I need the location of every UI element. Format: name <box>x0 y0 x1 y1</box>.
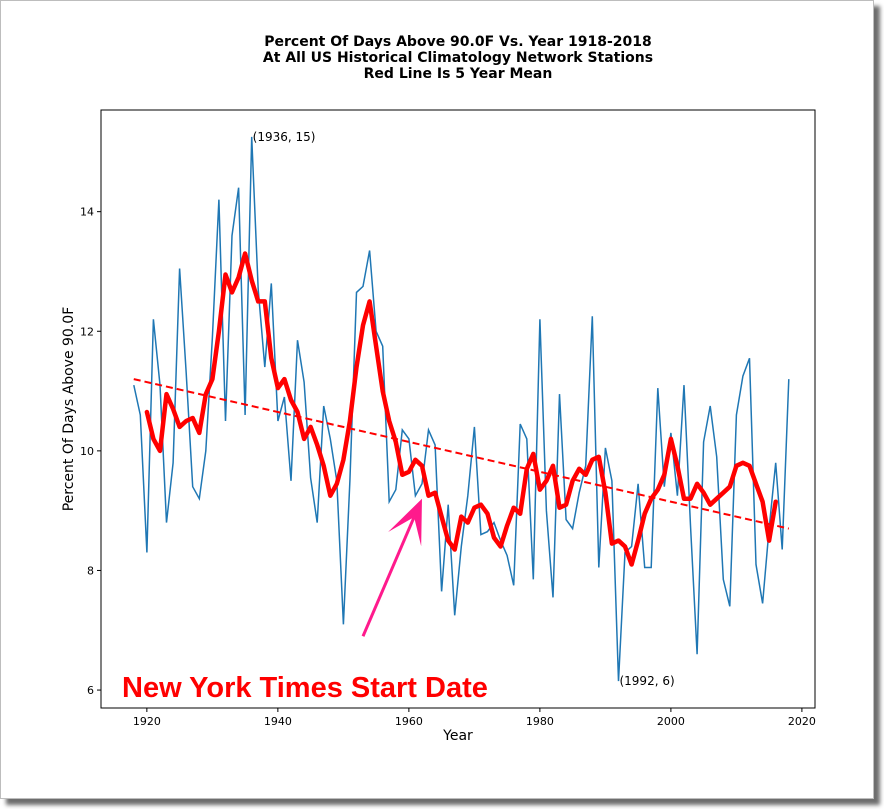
annotation-max: (1936, 15) <box>253 130 316 144</box>
chart-frame <box>0 0 874 799</box>
x-tick-label: 1960 <box>395 715 423 728</box>
plot-area-border <box>100 109 816 709</box>
x-tick-label: 1920 <box>133 715 161 728</box>
series-annual-line <box>133 136 790 682</box>
title-line-1: Percent Of Days Above 90.0F Vs. Year 191… <box>264 34 652 50</box>
y-axis-label: Percent Of Days Above 90.0F <box>61 307 77 512</box>
annotation-min: (1992, 6) <box>619 674 674 688</box>
x-tick-label: 2020 <box>788 715 816 728</box>
trend-line <box>133 378 790 530</box>
series-5yr-mean-line <box>144 251 778 567</box>
callout-arrow-shaft <box>361 516 416 637</box>
x-axis-label: Year <box>442 728 473 744</box>
y-tick-label: 8 <box>87 564 94 577</box>
y-tick-label: 12 <box>80 325 94 338</box>
callout-arrow-head <box>388 498 422 547</box>
chart-title: Percent Of Days Above 90.0F Vs. Year 191… <box>0 34 884 82</box>
x-tick-label: 1980 <box>526 715 554 728</box>
y-tick-label: 14 <box>80 206 94 219</box>
y-tick-label: 10 <box>80 445 94 458</box>
title-line-3: Red Line Is 5 Year Mean <box>363 66 553 82</box>
axis-ticks: 1920 1940 1960 1980 2000 2020 6 8 10 12 14 <box>80 206 816 728</box>
x-tick-label: 2000 <box>657 715 685 728</box>
y-tick-label: 6 <box>87 684 94 697</box>
title-line-2: At All US Historical Climatology Network… <box>262 50 654 66</box>
x-tick-label: 1940 <box>264 715 292 728</box>
callout-text: New York Times Start Date <box>122 672 488 704</box>
